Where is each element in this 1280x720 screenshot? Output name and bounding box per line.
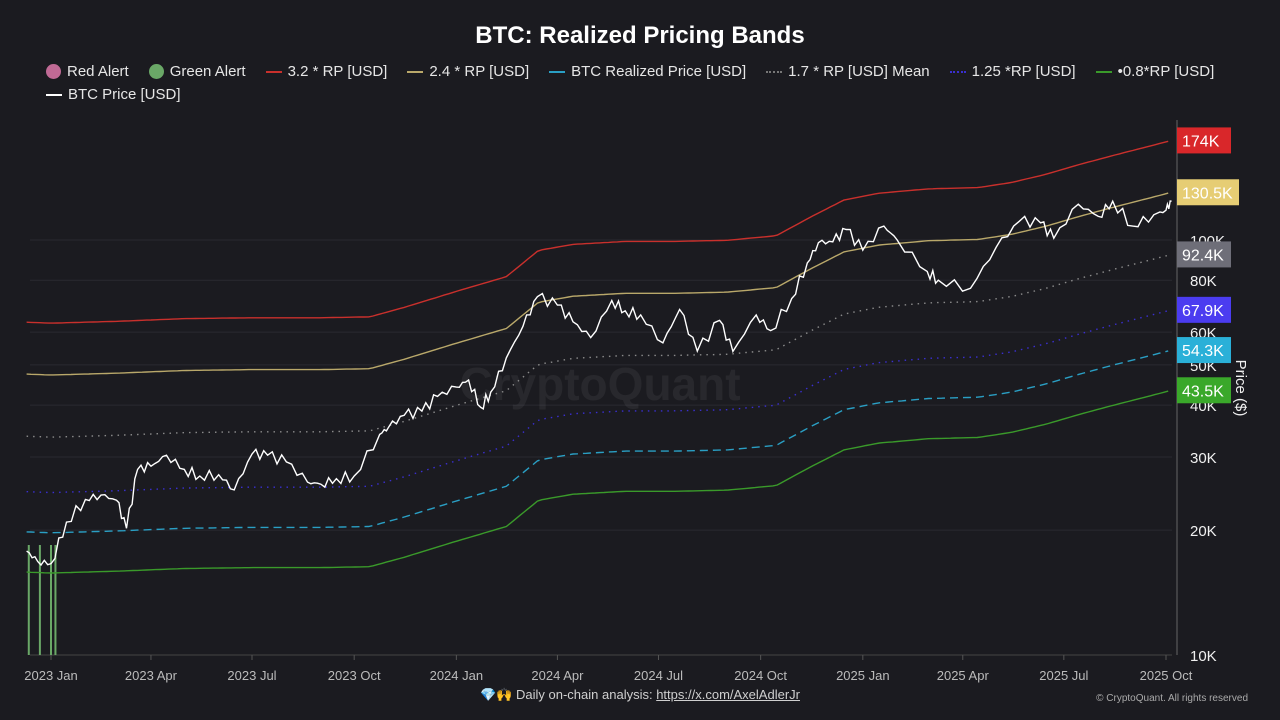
legend-item[interactable]: Green Alert [148, 62, 246, 81]
legend-item[interactable]: 1.25 *RP [USD] [949, 62, 1076, 81]
x-tick-label: 2023 Jul [227, 668, 276, 683]
y-tick-label: 20K [1190, 523, 1217, 540]
legend-item[interactable]: 2.4 * RP [USD] [407, 62, 529, 81]
band-line [26, 390, 1169, 574]
y-tick-label: 80K [1190, 273, 1217, 290]
last-value-label: 54.3K [1182, 343, 1224, 360]
x-tick-label: 2025 Jan [836, 668, 890, 683]
legend-item[interactable]: BTC Realized Price [USD] [549, 62, 746, 81]
legend-line-icon [265, 70, 282, 73]
band-line [26, 350, 1169, 534]
diamond-hands-icon: 💎🙌 [480, 687, 513, 702]
legend-line-icon [549, 70, 566, 73]
btc-price-line [26, 199, 1172, 567]
legend-line-icon [949, 70, 966, 73]
legend-label: Green Alert [169, 63, 246, 80]
legend-label: 1.25 *RP [USD] [971, 63, 1076, 80]
legend-dot-icon [46, 64, 61, 79]
last-value-badge [1177, 377, 1231, 404]
legend-label: 3.2 * RP [USD] [287, 63, 388, 80]
legend-label: Red Alert [67, 63, 129, 80]
legend-label: BTC Realized Price [USD] [571, 63, 747, 80]
legend-item[interactable]: 1.7 * RP [USD] Mean [766, 62, 930, 81]
legend-item[interactable]: 3.2 * RP [USD] [265, 62, 388, 81]
x-tick-label: 2023 Apr [125, 668, 178, 683]
x-tick-label: 2025 Oct [1140, 668, 1193, 683]
legend-line-icon [1095, 70, 1112, 73]
legend-item[interactable]: •0.8*RP [USD] [1095, 62, 1215, 81]
legend: Red Alert Green Alert 3.2 * RP [USD] 2.4 * … [46, 62, 1256, 104]
x-tick-label: 2024 Oct [734, 668, 787, 683]
legend-label: BTC Price [USD] [68, 86, 181, 103]
y-axis-label: Price ($) [1232, 360, 1249, 417]
band-line [26, 140, 1169, 324]
x-tick-label: 2025 Apr [937, 668, 990, 683]
x-tick-label: 2023 Oct [328, 668, 381, 683]
x-tick-label: 2025 Jul [1039, 668, 1088, 683]
x-tick-label: 2024 Jan [430, 668, 484, 683]
footer: 💎🙌 Daily on-chain analysis: https://x.co… [0, 687, 1280, 703]
last-value-badge [1177, 337, 1231, 364]
y-tick-label: 10K [1190, 648, 1217, 665]
band-line [26, 192, 1169, 376]
legend-item[interactable]: BTC Price [USD] [46, 85, 181, 104]
last-value-badge [1177, 241, 1231, 268]
legend-label: •0.8*RP [USD] [1117, 63, 1215, 80]
legend-dot-icon [148, 64, 164, 79]
watermark: CryptoQuant [459, 358, 740, 410]
footer-text: Daily on-chain analysis: [516, 687, 657, 702]
last-value-label: 92.4K [1182, 247, 1224, 264]
x-tick-label: 2023 Jan [24, 668, 78, 683]
legend-line-icon [407, 70, 424, 73]
footer-link[interactable]: https://x.com/AxelAdlerJr [656, 687, 800, 702]
x-tick-label: 2024 Jul [634, 668, 683, 683]
copyright: © CryptoQuant. All rights reserved [1096, 693, 1248, 704]
last-value-label: 130.5K [1182, 185, 1233, 202]
last-value-badge [1177, 127, 1231, 154]
legend-line-icon [766, 70, 783, 73]
chart-title: BTC: Realized Pricing Bands [475, 22, 805, 49]
last-value-label: 174K [1182, 133, 1220, 150]
last-value-badge [1177, 179, 1239, 206]
last-value-label: 43.5K [1182, 383, 1224, 400]
legend-item[interactable]: Red Alert [46, 62, 129, 81]
x-tick-label: 2024 Apr [531, 668, 584, 683]
band-line [26, 254, 1169, 438]
y-tick-label: 30K [1190, 450, 1217, 467]
legend-line-icon [46, 93, 62, 96]
legend-label: 2.4 * RP [USD] [429, 63, 530, 80]
last-value-label: 67.9K [1182, 303, 1224, 320]
last-value-badge [1177, 296, 1231, 323]
legend-label: 1.7 * RP [USD] Mean [788, 63, 930, 80]
